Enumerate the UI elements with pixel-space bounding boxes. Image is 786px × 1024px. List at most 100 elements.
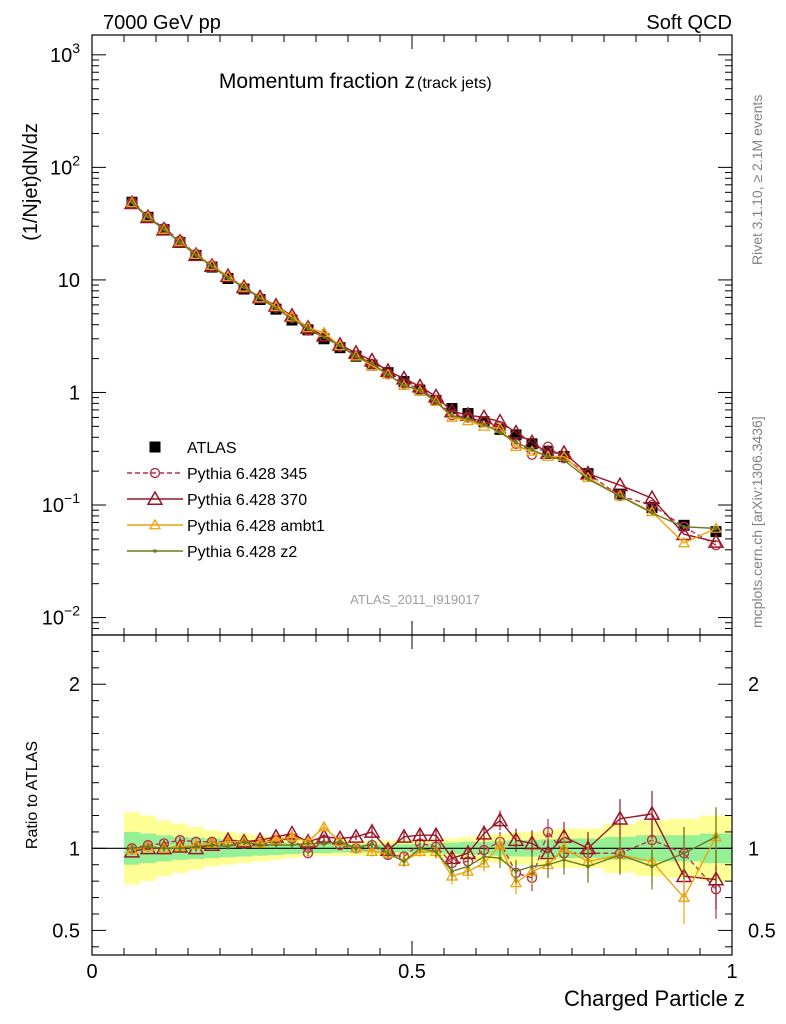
ratio-point-pythia-6-428-ambt1 <box>317 820 331 832</box>
data-point-pythia-6-428-370 <box>555 444 573 459</box>
legend-label: ATLAS <box>187 440 237 457</box>
ratio-point-pythia-6-428-ambt1 <box>509 876 523 888</box>
ratio-point-pythia-6-428-z2 <box>178 846 182 851</box>
legend-label: Pythia 6.428 345 <box>187 466 307 483</box>
data-point-pythia-6-428-z2 <box>530 447 534 452</box>
series-atlas <box>126 196 722 538</box>
ratio-point-pythia-6-428-z2 <box>466 864 470 869</box>
ratio-point-pythia-6-428-ambt1 <box>333 835 347 847</box>
legend-label: Pythia 6.428 370 <box>187 492 307 509</box>
legend-label: Pythia 6.428 z2 <box>187 544 297 561</box>
ratio-point-pythia-6-428-ambt1 <box>445 869 459 881</box>
data-point-pythia-6-428-370 <box>123 194 141 210</box>
data-point-pythia-6-428-345 <box>710 539 722 551</box>
legend-label: Pythia 6.428 ambt1 <box>187 518 325 535</box>
data-point-pythia-6-428-z2 <box>386 372 390 377</box>
data-point-pythia-6-428-z2 <box>194 253 198 257</box>
data-point-pythia-6-428-z2 <box>482 422 486 427</box>
ratio-point-pythia-6-428-z2 <box>242 839 246 844</box>
ratio-point-pythia-6-428-370 <box>611 810 629 825</box>
ratio-point-pythia-6-428-ambt1 <box>141 840 155 852</box>
data-point-pythia-6-428-370 <box>171 233 189 248</box>
legend-entry-pythia-6-428-ambt1: Pythia 6.428 ambt1 <box>127 518 325 535</box>
ratio-point-pythia-6-428-z2 <box>130 846 134 851</box>
data-point-pythia-6-428-z2 <box>210 264 214 269</box>
ratio-point-pythia-6-428-ambt1 <box>365 845 379 857</box>
ratio-point-pythia-6-428-z2 <box>434 849 438 854</box>
data-point-pythia-6-428-ambt1 <box>413 384 427 396</box>
ratio-y-tick-label-right: 0.5 <box>748 920 776 942</box>
ratio-point-pythia-6-428-ambt1 <box>677 891 691 902</box>
data-point-pythia-6-428-z2 <box>338 343 342 348</box>
legend-marker <box>146 490 164 505</box>
ratio-point-pythia-6-428-370 <box>507 831 525 847</box>
legend-marker <box>153 549 157 553</box>
data-point-pythia-6-428-z2 <box>650 511 654 515</box>
ratio-point-pythia-6-428-370 <box>363 823 381 838</box>
y-tick-label: 10−2 <box>42 603 80 630</box>
data-point-pythia-6-428-ambt1 <box>397 379 411 391</box>
data-point-pythia-6-428-ambt1 <box>677 536 691 548</box>
data-point-pythia-6-428-z2 <box>498 430 502 435</box>
data-point-pythia-6-428-z2 <box>714 526 718 531</box>
data-point-pythia-6-428-z2 <box>450 414 454 418</box>
legend-entry-pythia-6-428-370: Pythia 6.428 370 <box>127 490 307 509</box>
ratio-point-pythia-6-428-z2 <box>546 862 550 867</box>
ratio-y-tick-label: 0.5 <box>52 920 80 942</box>
data-point-pythia-6-428-345 <box>646 499 658 511</box>
data-point-pythia-6-428-370 <box>523 433 541 449</box>
data-point-pythia-6-428-z2 <box>162 227 166 232</box>
data-point-pythia-6-428-z2 <box>370 361 374 366</box>
legend-marker <box>148 518 162 530</box>
ratio-y-axis-label: Ratio to ATLAS <box>24 741 41 849</box>
main-y-axis-label: (1/Njet)dN/dz <box>20 123 42 241</box>
data-point-atlas <box>526 438 538 450</box>
data-point-pythia-6-428-z2 <box>354 354 358 359</box>
data-point-pythia-6-428-z2 <box>514 440 518 445</box>
y-tick-label: 102 <box>50 152 80 179</box>
data-point-pythia-6-428-ambt1 <box>157 223 171 234</box>
data-point-pythia-6-428-z2 <box>306 326 310 331</box>
data-point-pythia-6-428-z2 <box>290 317 294 321</box>
ratio-point-pythia-6-428-370 <box>235 833 253 848</box>
ratio-point-pythia-6-428-z2 <box>386 851 390 856</box>
data-point-atlas <box>446 403 458 415</box>
data-point-pythia-6-428-z2 <box>258 296 262 301</box>
ratio-point-pythia-6-428-370 <box>395 828 413 843</box>
ratio-point-pythia-6-428-z2 <box>146 844 150 849</box>
ratio-point-pythia-6-428-z2 <box>682 851 686 856</box>
data-point-pythia-6-428-ambt1 <box>509 440 523 452</box>
data-point-atlas <box>614 488 626 500</box>
ratio-point-pythia-6-428-z2 <box>514 869 518 874</box>
ratio-point-pythia-6-428-ambt1 <box>461 864 475 876</box>
data-point-pythia-6-428-z2 <box>418 388 422 392</box>
ratio-point-pythia-6-428-z2 <box>162 846 166 851</box>
legend-entry-pythia-6-428-z2: Pythia 6.428 z2 <box>127 544 297 561</box>
legend: ATLAS Pythia 6.428 345 Pythia 6.428 370 Pyt… <box>127 440 325 561</box>
data-point-pythia-6-428-ambt1 <box>429 395 443 406</box>
data-point-pythia-6-428-z2 <box>682 525 686 529</box>
ratio-point-pythia-6-428-370 <box>475 825 493 840</box>
data-point-pythia-6-428-z2 <box>226 276 230 280</box>
y-tick-label: 10 <box>58 270 80 292</box>
ratio-point-pythia-6-428-z2 <box>402 859 406 864</box>
ratio-y-tick-label: 2 <box>69 674 80 696</box>
ratio-point-pythia-6-428-345 <box>302 848 314 859</box>
x-tick-label: 0.5 <box>398 961 426 983</box>
ratio-point-pythia-6-428-z2 <box>226 844 230 849</box>
data-point-pythia-6-428-370 <box>187 246 205 262</box>
ratio-point-pythia-6-428-ambt1 <box>477 856 491 868</box>
ratio-point-pythia-6-428-z2 <box>418 846 422 851</box>
data-point-pythia-6-428-370 <box>155 221 173 236</box>
data-point-atlas <box>510 429 522 441</box>
ratio-point-pythia-6-428-z2 <box>498 856 502 860</box>
ratio-point-pythia-6-428-z2 <box>650 864 654 869</box>
data-point-pythia-6-428-z2 <box>618 494 622 498</box>
data-point-pythia-6-428-370 <box>643 489 661 505</box>
x-axis-label: Charged Particle z <box>564 986 745 1011</box>
ratio-point-pythia-6-428-z2 <box>322 841 326 846</box>
data-point-pythia-6-428-z2 <box>586 477 590 481</box>
data-point-pythia-6-428-370 <box>491 413 509 428</box>
ratio-point-pythia-6-428-370 <box>491 811 509 827</box>
ratio-point-pythia-6-428-z2 <box>482 854 486 859</box>
